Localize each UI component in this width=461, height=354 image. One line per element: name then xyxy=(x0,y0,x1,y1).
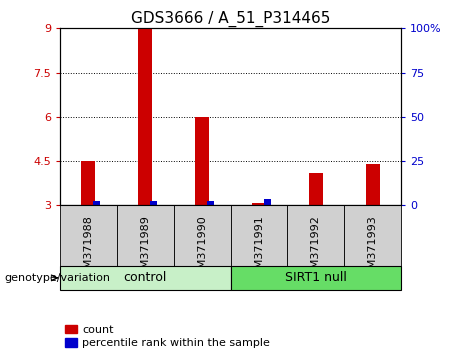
Bar xyxy=(230,266,401,290)
Bar xyxy=(138,28,152,205)
Bar xyxy=(117,205,174,269)
Bar xyxy=(81,161,95,205)
Bar xyxy=(207,201,214,205)
Bar xyxy=(264,199,271,205)
Text: genotype/variation: genotype/variation xyxy=(5,273,111,283)
Bar xyxy=(366,164,380,205)
Bar xyxy=(94,201,100,205)
Text: GSM371989: GSM371989 xyxy=(140,215,150,283)
Text: GSM371993: GSM371993 xyxy=(367,215,378,282)
Title: GDS3666 / A_51_P314465: GDS3666 / A_51_P314465 xyxy=(131,11,330,27)
Bar xyxy=(287,205,344,269)
Bar xyxy=(60,266,230,290)
Legend: count, percentile rank within the sample: count, percentile rank within the sample xyxy=(65,325,270,348)
Bar xyxy=(309,173,323,205)
Text: GSM371990: GSM371990 xyxy=(197,215,207,282)
Bar xyxy=(252,203,266,205)
Bar xyxy=(230,205,287,269)
Bar xyxy=(195,117,209,205)
Text: control: control xyxy=(124,272,167,284)
Bar xyxy=(60,205,117,269)
Bar xyxy=(174,205,230,269)
Bar xyxy=(150,201,157,205)
Text: GSM371992: GSM371992 xyxy=(311,215,321,283)
Bar xyxy=(344,205,401,269)
Text: SIRT1 null: SIRT1 null xyxy=(285,272,347,284)
Text: GSM371991: GSM371991 xyxy=(254,215,264,282)
Text: GSM371988: GSM371988 xyxy=(83,215,94,283)
